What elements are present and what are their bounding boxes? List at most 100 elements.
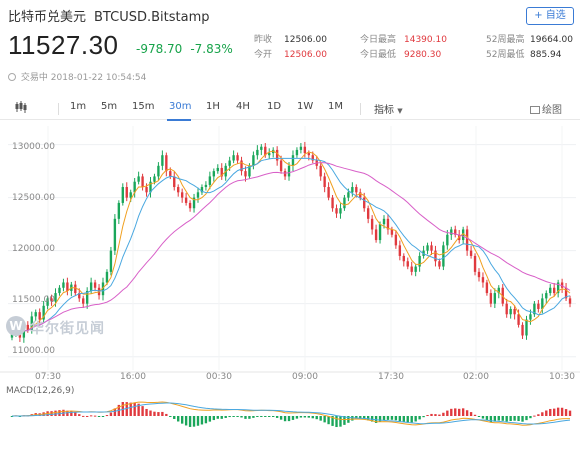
draw-label: 绘图 <box>542 105 562 116</box>
interval-1h[interactable]: 1H <box>206 101 220 112</box>
interval-1d[interactable]: 1D <box>267 101 282 112</box>
macd-bar <box>505 416 508 422</box>
stat-52wk-high: 19664.00 <box>530 35 573 45</box>
y-tick-label: 11000.00 <box>12 346 55 356</box>
macd-bar <box>517 416 520 422</box>
macd-bar <box>422 416 425 418</box>
macd-bar <box>82 415 85 417</box>
interval-1m[interactable]: 1m <box>70 101 87 112</box>
draw-button[interactable]: 绘图 <box>530 101 562 116</box>
candle-body <box>556 282 560 294</box>
candle-body <box>283 171 287 177</box>
macd-bar <box>291 416 295 420</box>
macd-bar <box>220 416 223 419</box>
candle-body <box>248 165 251 177</box>
interval-15m[interactable]: 15m <box>132 101 155 112</box>
candle-body <box>394 234 398 246</box>
candle-body <box>469 250 473 256</box>
macd-bar <box>378 416 382 422</box>
macd-bar <box>125 402 128 416</box>
candle-body <box>438 261 441 267</box>
candle-body <box>450 229 453 235</box>
macd-bar <box>272 416 275 417</box>
candle-body <box>232 155 235 161</box>
last-price: 11527.30 <box>8 30 119 60</box>
x-tick-label: 17:30 <box>378 372 404 382</box>
candle-body <box>339 208 342 214</box>
interval-1w[interactable]: 1W <box>297 101 314 112</box>
interval-5m[interactable]: 5m <box>101 101 118 112</box>
macd-bar <box>109 412 113 416</box>
candle-body <box>295 149 299 156</box>
macd-bar <box>145 408 148 416</box>
macd-bar <box>549 408 552 416</box>
candle-body <box>38 312 41 320</box>
candle-body <box>402 255 405 262</box>
interval-1m-month[interactable]: 1M <box>328 101 343 112</box>
candle-body <box>473 255 477 272</box>
candle-body <box>434 250 437 262</box>
macd-bar <box>430 413 433 416</box>
macd-bar <box>252 416 255 418</box>
candle-body <box>378 224 382 241</box>
y-tick-label: 12500.00 <box>12 193 55 203</box>
candle-body <box>78 293 81 299</box>
candle-body <box>343 197 346 209</box>
candle-body <box>125 187 128 198</box>
candle-body <box>560 282 564 288</box>
candle-body <box>82 298 85 304</box>
stat-low: 9280.30 <box>404 50 442 60</box>
macd-bar <box>133 402 136 416</box>
macd-bar <box>105 415 109 417</box>
macd-bar <box>493 416 497 422</box>
macd-bar <box>434 414 437 416</box>
macd-bar <box>339 416 342 427</box>
candle-body <box>180 192 184 198</box>
interval-4h[interactable]: 4H <box>236 101 250 112</box>
add-to-watchlist-button[interactable]: + 自选 <box>526 7 574 25</box>
indicators-dropdown[interactable]: 指标 ▼ <box>374 101 403 116</box>
candle-body <box>137 176 140 182</box>
candle-body <box>454 229 457 235</box>
interval-30m[interactable]: 30m <box>169 101 192 112</box>
price-chart[interactable] <box>0 122 580 452</box>
candle-body <box>74 284 77 294</box>
candle-body <box>252 155 255 166</box>
candle-body <box>390 229 394 235</box>
macd-bar <box>525 416 528 421</box>
macd-bar <box>141 406 144 416</box>
candle-body <box>327 187 330 198</box>
macd-bar <box>529 416 532 419</box>
macd-bar <box>287 416 291 422</box>
status-datetime: 2018-01-22 10:54:54 <box>50 73 147 83</box>
macd-bar <box>228 416 231 418</box>
candle-body <box>363 197 366 209</box>
candle-body <box>105 271 109 283</box>
candle-body <box>275 149 279 161</box>
candle-body <box>196 192 200 198</box>
candle-body <box>537 303 540 309</box>
x-tick-label: 09:00 <box>292 372 318 382</box>
candle-body <box>331 197 334 209</box>
macd-bar <box>149 410 152 416</box>
macd-bar <box>303 416 307 418</box>
candle-body <box>208 176 212 185</box>
candle-body <box>303 146 307 154</box>
macd-bar <box>54 410 57 416</box>
candle-body <box>145 187 148 193</box>
macd-bar <box>497 416 500 421</box>
candlestick-chart-icon[interactable] <box>14 100 28 114</box>
candle-body <box>366 208 370 219</box>
candle-body <box>169 171 172 177</box>
macd-bar <box>560 407 564 416</box>
candle-body <box>485 282 489 294</box>
candle-body <box>370 218 374 230</box>
watermark-logo-icon: W <box>6 316 26 336</box>
stat-52wk-low: 885.94 <box>530 50 562 60</box>
instrument-title: 比特币兑美元 BTCUSD.Bitstamp <box>8 6 209 25</box>
candle-body <box>406 261 409 267</box>
candle-body <box>42 305 45 320</box>
candle-body <box>236 155 239 161</box>
macd-bar <box>477 416 481 417</box>
macd-bar <box>331 416 334 426</box>
